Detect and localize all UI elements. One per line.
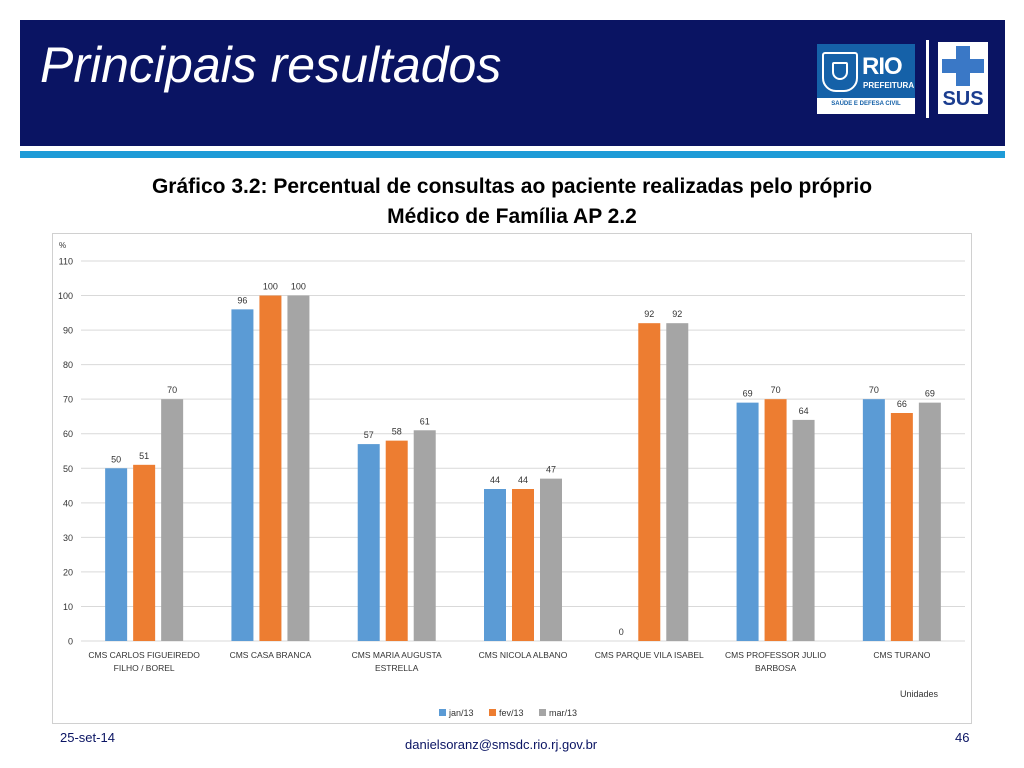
bar <box>133 464 156 641</box>
chart-title-line-2: Médico de Família AP 2.2 <box>387 205 637 228</box>
data-label: 92 <box>644 309 654 319</box>
data-label: 50 <box>111 454 121 464</box>
data-label: 44 <box>490 475 500 485</box>
logo-separator <box>926 40 929 118</box>
footer-date: 25-set-14 <box>60 730 115 745</box>
y-axis-label: % <box>59 241 66 250</box>
bar <box>161 399 184 641</box>
chart-title: Gráfico 3.2: Percentual de consultas ao … <box>0 172 1024 232</box>
data-label: 70 <box>167 385 177 395</box>
data-label: 70 <box>869 385 879 395</box>
page-number: 46 <box>955 730 970 745</box>
data-label: 66 <box>897 399 907 409</box>
data-label: 69 <box>925 389 935 399</box>
data-label: 51 <box>139 451 149 461</box>
data-label: 69 <box>743 389 753 399</box>
bar <box>666 323 689 641</box>
sus-logo: SUS <box>938 42 988 114</box>
x-tick-label: CMS PROFESSOR JULIO BARBOSA <box>725 650 826 673</box>
bar <box>736 402 759 641</box>
x-tick-label: CMS NICOLA ALBANO <box>479 650 568 660</box>
bar <box>638 323 661 641</box>
header-divider <box>20 146 1005 152</box>
chart-title-line-1: Gráfico 3.2: Percentual de consultas ao … <box>151 175 873 198</box>
rio-prefeitura-logo: RIO PREFEITURA SAÚDE E DEFESA CIVIL <box>817 44 915 114</box>
bar <box>287 295 310 641</box>
data-label: 58 <box>392 427 402 437</box>
rio-logo-band: SAÚDE E DEFESA CIVIL <box>831 101 901 107</box>
data-label: 100 <box>291 282 306 292</box>
y-tick-label: 60 <box>63 429 73 439</box>
rio-logo-word: RIO <box>862 53 903 80</box>
y-tick-label: 100 <box>58 291 73 301</box>
x-axis-label: Unidades <box>900 689 939 699</box>
y-tick-label: 70 <box>63 395 73 405</box>
rio-logo-subtitle: PREFEITURA <box>863 81 915 90</box>
data-label: 47 <box>546 465 556 475</box>
bar <box>357 444 380 641</box>
x-tick-label: CMS PARQUE VILA ISABEL <box>595 650 704 660</box>
y-tick-label: 0 <box>68 637 73 647</box>
data-label: 96 <box>237 295 247 305</box>
header-accent-stripe <box>20 151 1005 158</box>
legend-entry: jan/13 <box>448 708 474 718</box>
data-label: 92 <box>672 309 682 319</box>
bar <box>862 399 885 641</box>
slide-title: Principais resultados <box>40 37 502 93</box>
data-label: 70 <box>771 385 781 395</box>
legend-entry: mar/13 <box>549 708 577 718</box>
data-label: 100 <box>263 282 278 292</box>
bar-chart: % 0 10 20 30 40 50 60 70 80 90 100 110 50 51 70 CMS CARL… <box>58 241 965 718</box>
x-tick-label: CMS CARLOS FIGUEIREDO FILHO / BOREL <box>88 650 200 673</box>
y-tick-label: 50 <box>63 464 73 474</box>
legend-swatch <box>439 709 446 716</box>
y-tick-label: 80 <box>63 360 73 370</box>
x-tick-label: CMS MARIA AUGUSTA ESTRELLA <box>352 650 442 673</box>
bar <box>890 413 913 641</box>
data-label: 0 <box>619 627 624 637</box>
data-label: 64 <box>799 406 809 416</box>
footer-email: danielsoranz@smsdc.rio.rj.gov.br <box>405 737 598 752</box>
y-tick-label: 90 <box>63 326 73 336</box>
y-tick-label: 110 <box>59 257 73 267</box>
bar <box>413 430 436 641</box>
sus-logo-word: SUS <box>942 88 984 110</box>
bar <box>231 309 254 641</box>
y-tick-label: 20 <box>63 567 73 577</box>
data-label: 57 <box>364 430 374 440</box>
legend-swatch <box>489 709 496 716</box>
x-tick-label: CMS TURANO <box>873 650 930 660</box>
bar <box>792 419 815 641</box>
data-label: 44 <box>518 475 528 485</box>
bar <box>105 468 128 641</box>
y-tick-label: 40 <box>63 498 73 508</box>
bar <box>918 402 941 641</box>
bar <box>259 295 282 641</box>
x-tick-label: CMS CASA BRANCA <box>230 650 312 660</box>
y-tick-label: 30 <box>63 533 73 543</box>
bar <box>540 478 562 641</box>
bar <box>385 440 408 641</box>
city-crest-icon <box>822 52 858 92</box>
bar <box>764 399 787 641</box>
chart-frame: % 0 10 20 30 40 50 60 70 80 90 100 110 50 51 70 CMS CARL… <box>52 233 972 724</box>
legend-swatch <box>539 709 546 716</box>
bar <box>512 489 534 641</box>
y-tick-label: 10 <box>63 602 73 612</box>
data-label: 61 <box>420 416 430 426</box>
legend-entry: fev/13 <box>499 708 524 718</box>
bar <box>484 489 506 641</box>
